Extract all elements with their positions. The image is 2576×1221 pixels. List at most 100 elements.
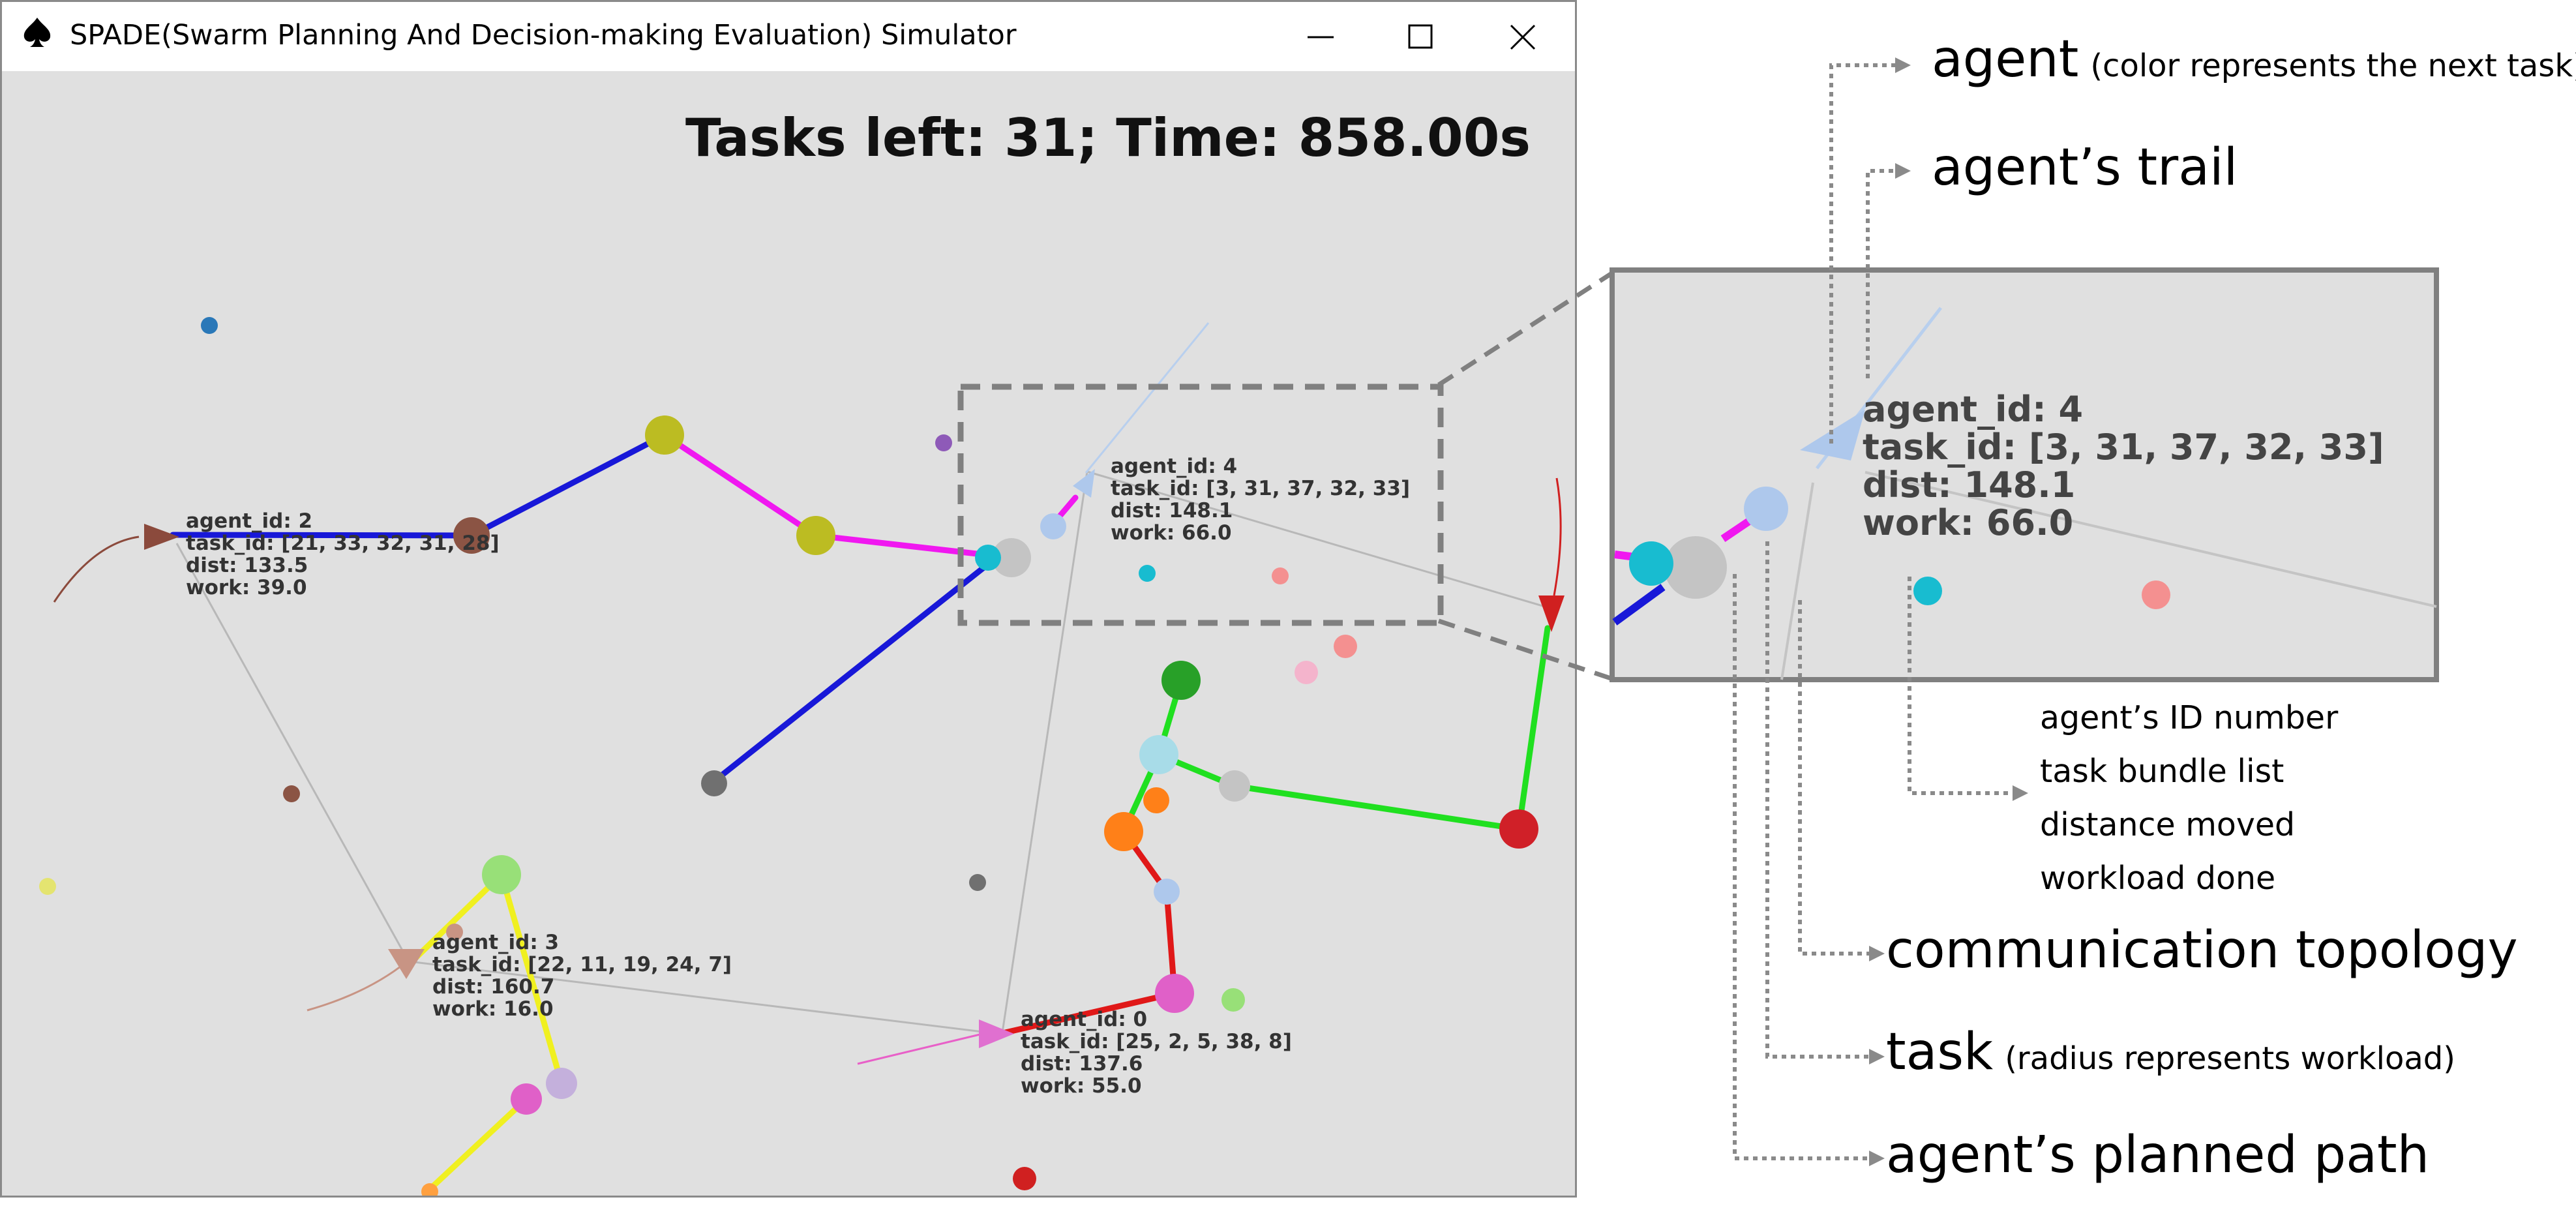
agent-2-work-label: work: 39.0 <box>186 576 307 599</box>
task[interactable] <box>1104 812 1143 851</box>
task[interactable] <box>1139 565 1156 582</box>
agent-3-marker[interactable] <box>388 949 425 979</box>
task[interactable] <box>935 434 952 451</box>
agent-4-path-segment <box>708 561 991 787</box>
task[interactable] <box>1143 787 1169 813</box>
topology-leader <box>1798 600 1872 956</box>
task[interactable] <box>39 878 56 895</box>
agent-leader <box>1829 63 1898 444</box>
agent-2-marker[interactable] <box>144 524 179 550</box>
agent-annotation-note: (color represents the next task) <box>2090 48 2576 84</box>
minimize-button[interactable] <box>1281 11 1360 62</box>
zoom-task-label: task_id: [3, 31, 37, 32, 33] <box>1863 427 2384 468</box>
agent-annotation-title: agent <box>1932 30 2079 89</box>
task-annotation-title: task <box>1886 1023 1994 1081</box>
zoom-source-box <box>957 384 1444 626</box>
status-text: Tasks left: 31; Time: 858.00s <box>685 108 1531 168</box>
agent-3-trail <box>307 961 407 1012</box>
info-annotation-work: workload done <box>2040 860 2276 897</box>
agent-2-path-segment <box>661 432 819 539</box>
zoom-task <box>1913 577 1942 605</box>
leader-lines <box>1733 63 2015 1160</box>
task[interactable] <box>1154 879 1180 905</box>
task[interactable] <box>546 1068 577 1099</box>
task[interactable] <box>1272 567 1289 584</box>
topology-link <box>175 543 410 963</box>
task[interactable] <box>701 770 727 796</box>
task[interactable] <box>1219 770 1250 802</box>
task[interactable] <box>1295 661 1318 684</box>
info-leader <box>1908 577 2015 795</box>
close-icon <box>1510 24 1536 50</box>
task[interactable] <box>421 1183 438 1196</box>
agent-1-trail <box>1553 477 1562 596</box>
task[interactable] <box>1013 1167 1036 1190</box>
agent-3-work-label: work: 16.0 <box>432 997 554 1021</box>
topology-link <box>413 961 989 1034</box>
task[interactable] <box>446 924 463 941</box>
task[interactable] <box>1139 735 1178 774</box>
close-button[interactable] <box>1484 11 1562 62</box>
task[interactable] <box>283 785 300 802</box>
zoom-task <box>1664 536 1727 599</box>
task-leader <box>1765 541 1872 1059</box>
agent-0-marker[interactable] <box>979 1019 1014 1048</box>
task[interactable] <box>796 516 835 555</box>
topology-link <box>1086 470 1552 610</box>
task[interactable] <box>201 317 218 334</box>
zoom-path-segment <box>1614 550 1696 569</box>
agent-3-path-segment <box>498 871 565 1087</box>
zoom-task <box>1744 487 1788 531</box>
planned-path-annotation: agent’s planned path <box>1886 1126 2430 1184</box>
simulator-window: SPADE(Swarm Planning And Decision-making… <box>0 0 1577 1198</box>
task[interactable] <box>453 517 490 554</box>
task-annotation: task (radius represents workload) <box>1886 1023 2455 1081</box>
agent-0-work-label: work: 55.0 <box>1021 1074 1142 1098</box>
agent-0-path-segment <box>996 990 1178 1037</box>
trail-leader <box>1866 169 1898 378</box>
info-annotation-dist: distance moved <box>2040 806 2296 843</box>
task[interactable] <box>1161 661 1201 700</box>
zoom-topology-link <box>1865 471 2437 608</box>
agent-0-id-label: agent_id: 0 <box>1021 1008 1147 1031</box>
minimize-icon <box>1308 36 1334 38</box>
path-segment <box>1516 625 1551 832</box>
task[interactable] <box>482 855 521 894</box>
agent-2-trail <box>53 535 140 603</box>
agent-1-marker[interactable] <box>1538 595 1565 632</box>
task[interactable] <box>975 545 1001 571</box>
task[interactable] <box>992 538 1031 577</box>
task[interactable] <box>1040 513 1066 539</box>
maximize-button[interactable] <box>1382 11 1460 62</box>
spade-icon <box>19 14 55 50</box>
zoom-dist-label: dist: 148.1 <box>1863 464 2075 505</box>
planned-path-leader <box>1733 574 1872 1160</box>
zoom-task <box>2142 580 2170 609</box>
task[interactable] <box>1499 809 1538 849</box>
agent-4-work-label: work: 66.0 <box>1111 521 1232 545</box>
task[interactable] <box>645 415 684 455</box>
task[interactable] <box>1155 974 1194 1013</box>
agent-0-task-label: task_id: [25, 2, 5, 38, 8] <box>1021 1030 1292 1053</box>
zoom-panel: agent_id: 4 task_id: [3, 31, 37, 32, 33]… <box>1610 267 2439 682</box>
task-annotation-note: (radius represents workload) <box>2005 1040 2455 1077</box>
zoom-path-segment <box>1720 498 1782 542</box>
simulation-canvas[interactable]: Tasks left: 31; Time: 858.00s <box>2 71 1575 1196</box>
task[interactable] <box>1334 635 1357 658</box>
agent-annotation: agent (color represents the next task) <box>1932 30 2576 89</box>
topology-annotation: communication topology <box>1886 921 2518 980</box>
info-annotation-id: agent’s ID number <box>2040 699 2339 736</box>
agent-3-path-segment <box>424 1096 530 1195</box>
agent-3-task-label: task_id: [22, 11, 19, 24, 7] <box>432 953 732 976</box>
title-bar[interactable]: SPADE(Swarm Planning And Decision-making… <box>2 2 1575 71</box>
window-title: SPADE(Swarm Planning And Decision-making… <box>70 19 1017 52</box>
agent-4-marker[interactable] <box>1073 469 1095 498</box>
agent-3-path-segment <box>412 871 505 961</box>
task[interactable] <box>969 874 986 891</box>
task[interactable] <box>511 1083 542 1115</box>
agent-4-task-label: task_id: [3, 31, 37, 32, 33] <box>1111 477 1410 500</box>
info-annotation-tasks: task bundle list <box>2040 753 2284 790</box>
agent-3-dist-label: dist: 160.7 <box>432 975 554 999</box>
agent-4-id-label: agent_id: 4 <box>1111 455 1237 478</box>
task[interactable] <box>1221 988 1245 1012</box>
